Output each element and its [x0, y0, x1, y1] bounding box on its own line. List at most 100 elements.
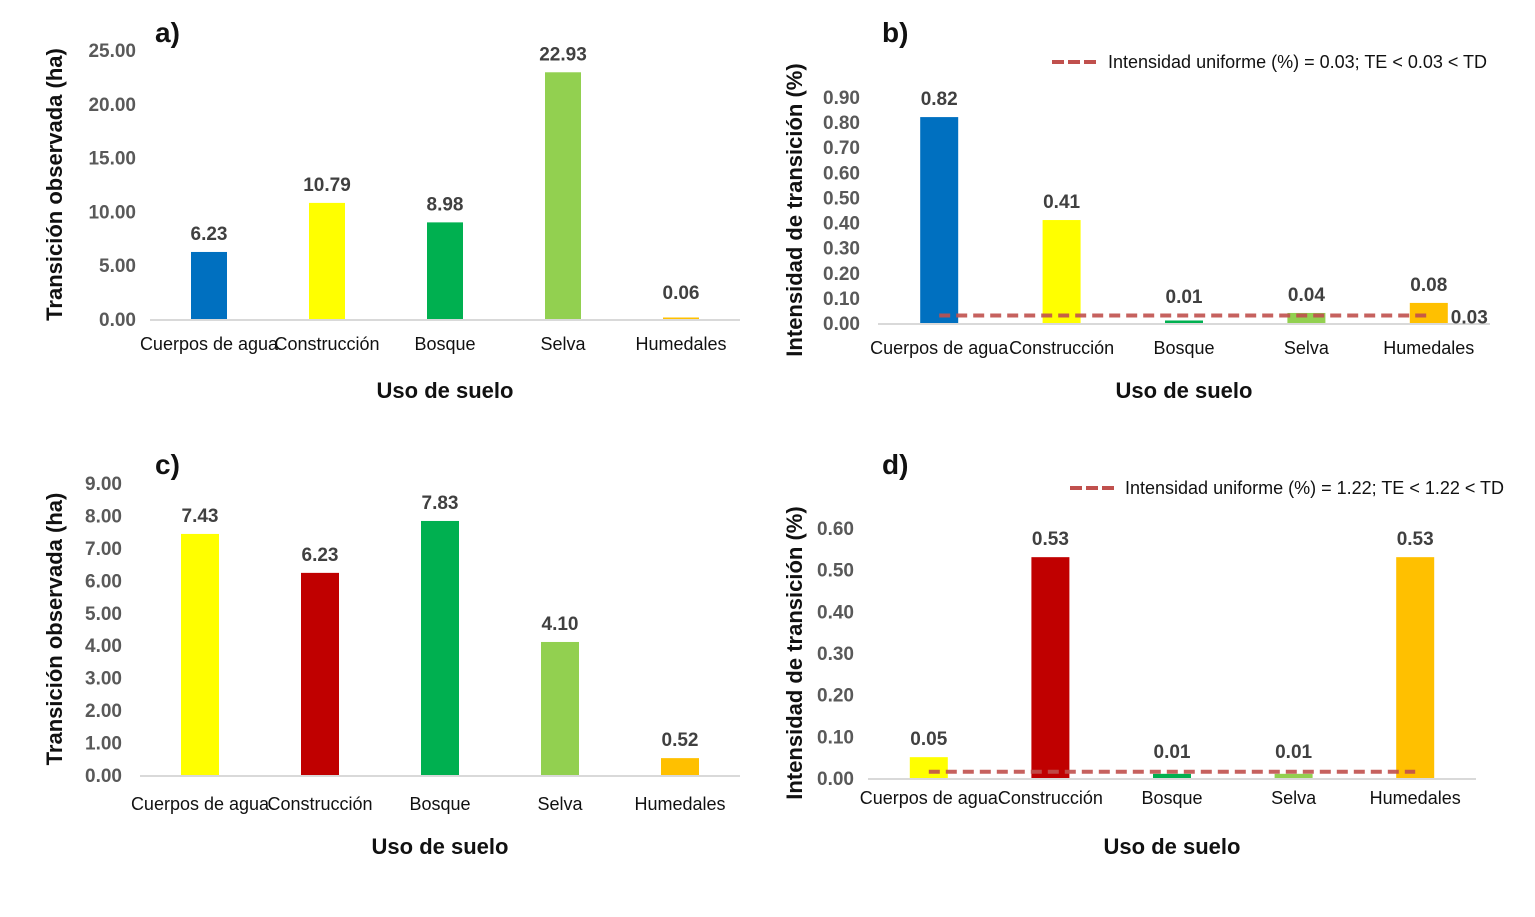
x-tick-label: Construcción	[1009, 338, 1114, 358]
y-axis-title: Intensidad de transición (%)	[782, 506, 807, 799]
y-tick-label: 25.00	[88, 41, 136, 62]
x-axis-title: Uso de suelo	[1104, 834, 1241, 859]
data-label: 7.43	[182, 506, 219, 527]
bar-construcci-n	[309, 202, 345, 319]
bar-humedales	[1409, 302, 1448, 323]
y-tick-label: 10.00	[88, 202, 136, 223]
bar-construcci-n	[1031, 557, 1070, 778]
y-tick-label: 0.20	[817, 686, 854, 707]
y-tick-label: 0.00	[85, 766, 122, 787]
y-axis-title: Transición observada (ha)	[42, 48, 67, 321]
y-tick-label: 0.50	[823, 188, 860, 209]
data-label: 0.04	[1288, 285, 1325, 306]
data-label: 0.08	[1410, 275, 1447, 296]
y-tick-label: 4.00	[85, 636, 122, 657]
data-label: 0.06	[663, 283, 700, 304]
panel-label: b)	[882, 17, 908, 48]
y-tick-label: 0.40	[817, 602, 854, 623]
bar-selva	[541, 641, 579, 775]
data-label: 4.10	[542, 614, 579, 635]
y-tick-label: 5.00	[99, 256, 136, 277]
y-tick-label: 0.10	[823, 289, 860, 310]
x-tick-label: Humedales	[634, 794, 725, 814]
x-tick-label: Humedales	[1383, 338, 1474, 358]
x-tick-label: Humedales	[635, 334, 726, 354]
data-label: 0.01	[1275, 742, 1312, 763]
x-tick-label: Cuerpos de agua	[870, 338, 1009, 358]
y-tick-label: 0.00	[823, 314, 860, 335]
chart-b-svg: b) Intensidad de transición (%) 0.00 0.10 0.…	[782, 17, 1490, 403]
x-axis-title: Uso de suelo	[372, 834, 509, 859]
data-label: 0.82	[921, 89, 958, 110]
chart-panel-d: d) Intensidad de transición (%) 0.00 0.10 0.…	[770, 440, 1535, 880]
legend-text: Intensidad uniforme (%) = 0.03; TE < 0.0…	[1108, 52, 1487, 72]
x-tick-label: Selva	[1284, 338, 1330, 358]
chart-a-svg: a) Transición observada (ha) 0.00 5.00 10.00…	[42, 17, 740, 403]
x-tick-label: Cuerpos de agua	[140, 334, 279, 354]
x-tick-label: Construcción	[267, 794, 372, 814]
y-tick-label: 0.30	[817, 644, 854, 665]
bar-selva	[545, 72, 581, 320]
y-tick-label: 0.50	[817, 561, 854, 582]
y-tick-label: 0.90	[823, 88, 860, 109]
bar-bosque	[427, 222, 463, 319]
y-tick-label: 0.00	[99, 310, 136, 331]
x-tick-label: Bosque	[1153, 338, 1214, 358]
bar-humedales	[663, 317, 699, 319]
data-label: 0.53	[1397, 529, 1434, 550]
y-tick-label: 0.80	[823, 113, 860, 134]
panel-label: d)	[882, 449, 908, 480]
x-tick-label: Construcción	[274, 334, 379, 354]
y-tick-label: 2.00	[85, 701, 122, 722]
data-label: 22.93	[539, 44, 587, 65]
legend-text: Intensidad uniforme (%) = 1.22; TE < 1.2…	[1125, 478, 1504, 498]
y-tick-label: 7.00	[85, 539, 122, 560]
y-tick-label: 20.00	[88, 95, 136, 116]
legend: Intensidad uniforme (%) = 0.03; TE < 0.0…	[1052, 52, 1487, 72]
chart-panel-a: a) Transición observada (ha) 0.00 5.00 10.00…	[0, 0, 760, 430]
y-tick-label: 15.00	[88, 149, 136, 170]
panel-label: a)	[155, 17, 180, 48]
x-tick-label: Selva	[540, 334, 586, 354]
bar-bosque	[1153, 773, 1191, 778]
y-tick-label: 0.60	[817, 519, 854, 540]
bar-bosque	[1165, 320, 1203, 323]
x-tick-label: Bosque	[1141, 788, 1202, 808]
y-tick-label: 0.00	[817, 769, 854, 790]
uniform-intensity-label: 0.03	[1451, 307, 1488, 328]
bar-construcci-n	[1042, 220, 1081, 323]
chart-panel-c: c) Transición observada (ha) 0.00 1.00 2.00 3…	[0, 440, 760, 880]
data-label: 0.01	[1166, 287, 1203, 308]
x-axis-title: Uso de suelo	[1116, 378, 1253, 403]
panel-label: c)	[155, 449, 180, 480]
bar-selva	[1274, 773, 1313, 778]
bar-cuerpos-de-agua	[191, 251, 227, 319]
chart-d-svg: d) Intensidad de transición (%) 0.00 0.10 0.…	[782, 449, 1504, 859]
bar-cuerpos-de-agua	[181, 533, 219, 775]
y-tick-label: 0.30	[823, 239, 860, 260]
y-tick-label: 5.00	[85, 604, 122, 625]
y-tick-label: 0.60	[823, 163, 860, 184]
data-label: 0.05	[910, 729, 947, 750]
y-tick-label: 8.00	[85, 506, 122, 527]
x-tick-label: Selva	[537, 794, 583, 814]
y-tick-label: 0.20	[823, 264, 860, 285]
x-tick-label: Construcción	[998, 788, 1103, 808]
y-tick-label: 0.10	[817, 727, 854, 748]
bar-cuerpos-de-agua	[920, 117, 959, 323]
y-tick-label: 0.70	[823, 138, 860, 159]
data-label: 10.79	[303, 175, 351, 196]
data-label: 6.23	[302, 545, 339, 566]
data-label: 7.83	[422, 493, 459, 514]
bar-selva	[1287, 312, 1326, 323]
y-axis-title: Intensidad de transición (%)	[782, 63, 807, 356]
x-tick-label: Cuerpos de agua	[131, 794, 270, 814]
chart-c-svg: c) Transición observada (ha) 0.00 1.00 2.00 3…	[42, 449, 740, 859]
x-tick-label: Humedales	[1370, 788, 1461, 808]
x-tick-label: Bosque	[414, 334, 475, 354]
data-label: 8.98	[427, 194, 464, 215]
data-label: 0.01	[1154, 742, 1191, 763]
x-tick-label: Cuerpos de agua	[860, 788, 999, 808]
x-axis-title: Uso de suelo	[377, 378, 514, 403]
data-label: 0.41	[1043, 192, 1080, 213]
